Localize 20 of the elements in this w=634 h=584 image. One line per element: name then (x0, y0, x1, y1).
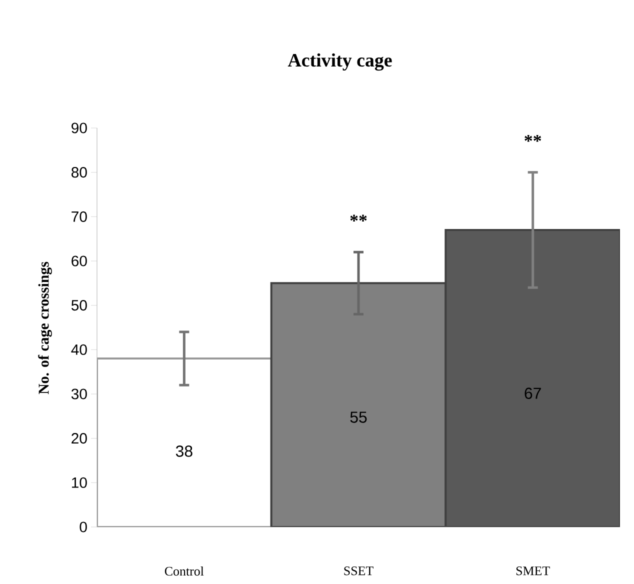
y-tick-label: 80 (72, 167, 87, 178)
y-tick-label: 20 (72, 433, 87, 444)
y-tick-label: 50 (71, 300, 87, 311)
x-tick-label: SSET (344, 566, 374, 576)
chart-title: Activity cage (288, 53, 392, 71)
data-label: 67 (524, 388, 541, 399)
x-tick-label: Control (164, 566, 204, 576)
y-tick-label: 30 (71, 388, 87, 400)
annotation: ** (350, 214, 367, 222)
y-tick-label: 40 (71, 344, 87, 355)
y-tick-label: 10 (72, 477, 87, 488)
y-tick-label: 90 (72, 122, 87, 134)
y-tick-label: 70 (72, 211, 87, 222)
y-tick-label: 60 (72, 256, 87, 266)
y-tick-label: 0 (80, 522, 87, 532)
data-label: 55 (350, 412, 367, 423)
data-label: 38 (176, 446, 192, 457)
y-axis-title: No. of cage crossings (38, 262, 52, 394)
annotation: ** (524, 134, 542, 142)
x-tick-label: SMET (516, 566, 550, 576)
